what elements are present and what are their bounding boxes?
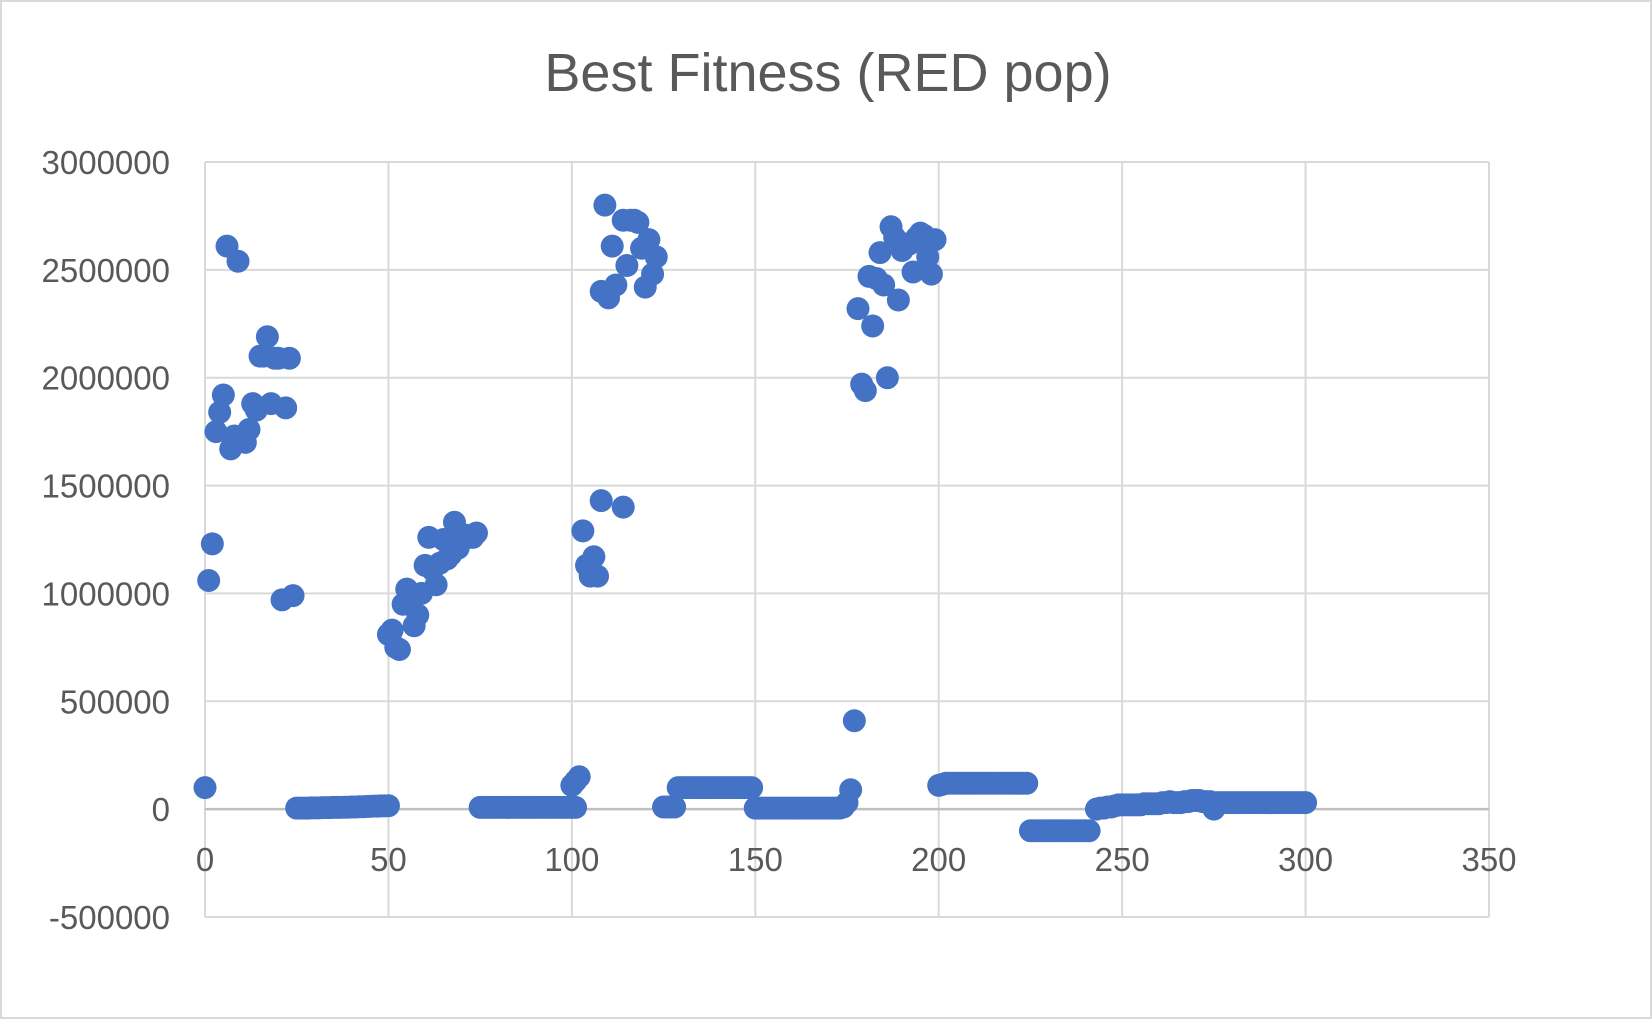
x-tick-label: 250	[1095, 841, 1150, 878]
data-point	[615, 254, 639, 278]
y-tick-label: 2500000	[42, 252, 170, 289]
data-point	[424, 573, 448, 597]
x-tick-label: 200	[911, 841, 966, 878]
data-point	[277, 346, 301, 370]
data-point	[886, 288, 910, 312]
data-point	[875, 366, 899, 390]
data-point	[571, 519, 595, 543]
x-tick-label: 300	[1278, 841, 1333, 878]
data-point	[663, 795, 687, 819]
data-point	[204, 420, 228, 444]
data-point	[1015, 771, 1039, 795]
y-tick-label: 3000000	[42, 144, 170, 181]
y-tick-label: -500000	[49, 899, 170, 936]
y-tick-label: 0	[152, 791, 170, 828]
data-point	[611, 495, 635, 519]
data-point	[1077, 819, 1101, 843]
data-point	[380, 618, 404, 642]
data-point	[564, 795, 588, 819]
data-point	[237, 417, 261, 441]
data-point	[593, 193, 617, 217]
data-point	[582, 545, 606, 569]
data-point	[567, 765, 591, 789]
data-point	[626, 210, 650, 234]
x-tick-label: 150	[728, 841, 783, 878]
data-point	[281, 584, 305, 608]
data-point	[586, 564, 610, 588]
data-point	[637, 228, 661, 252]
data-point	[589, 489, 613, 513]
data-point	[193, 776, 217, 800]
data-point	[641, 262, 665, 286]
data-point	[740, 776, 764, 800]
data-point	[211, 383, 235, 407]
x-tick-label: 350	[1461, 841, 1516, 878]
data-point	[600, 234, 624, 258]
data-point	[208, 400, 232, 424]
data-point	[916, 245, 940, 269]
data-point	[226, 249, 250, 273]
data-point	[1294, 791, 1318, 815]
data-point	[197, 568, 221, 592]
x-tick-label: 0	[196, 841, 214, 878]
x-tick-label: 100	[544, 841, 599, 878]
y-tick-label: 500000	[60, 683, 170, 720]
data-points	[193, 193, 1318, 843]
data-point	[464, 521, 488, 545]
data-point	[274, 396, 298, 420]
data-point	[861, 314, 885, 338]
data-point	[376, 794, 400, 818]
data-point	[200, 532, 224, 556]
y-tick-label: 1000000	[42, 575, 170, 612]
data-point	[901, 260, 925, 284]
data-point	[846, 297, 870, 321]
data-point	[872, 273, 896, 297]
data-point	[387, 638, 411, 662]
data-point	[255, 325, 279, 349]
data-point	[919, 262, 943, 286]
y-tick-label: 2000000	[42, 360, 170, 397]
chart-title: Best Fitness (RED pop)	[544, 43, 1112, 103]
data-point	[842, 709, 866, 733]
data-point	[604, 273, 628, 297]
x-tick-label: 50	[370, 841, 407, 878]
data-point	[406, 603, 430, 627]
tick-labels: -500000 0 500000 1000000 1500000 2000000 25000…	[42, 144, 1517, 936]
data-point	[839, 778, 863, 802]
data-point	[868, 241, 892, 265]
y-tick-label: 1500000	[42, 468, 170, 505]
data-point	[923, 228, 947, 252]
data-point	[853, 379, 877, 403]
data-point	[644, 245, 668, 269]
